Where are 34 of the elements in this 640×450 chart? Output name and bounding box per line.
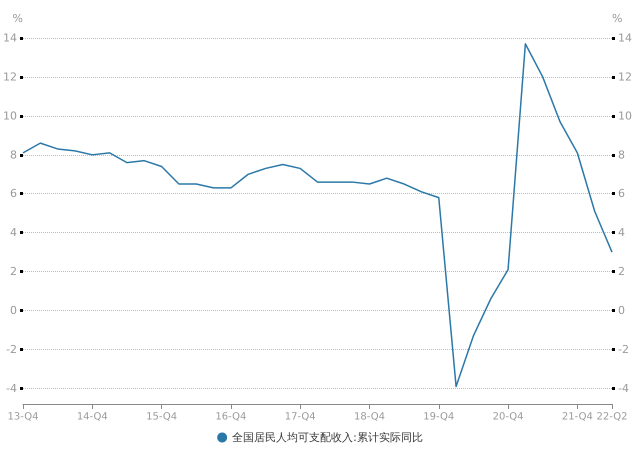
- y2-tick-label: 12: [618, 70, 632, 84]
- y2-tick-label: 2: [618, 265, 625, 278]
- y2-tick-label: 8: [618, 148, 625, 162]
- x-tick-label: 20-Q4: [492, 412, 524, 422]
- x-tick-label: 14-Q4: [76, 412, 108, 422]
- y2-tick-label: 6: [618, 187, 625, 200]
- x-tick-label: 13-Q4: [8, 412, 38, 422]
- y-tick-label: 4: [10, 226, 17, 240]
- y2-tick-label: 10: [618, 109, 632, 122]
- y-tick-label: 6: [10, 187, 17, 200]
- x-tick-label: 21-Q4: [562, 412, 593, 422]
- legend-label: 全国居民人均可支配收入:累计实际同比: [232, 431, 423, 444]
- x-tick-label: 18-Q4: [354, 412, 385, 422]
- line-series: [22, 43, 613, 388]
- x-tick-label: 15-Q4: [146, 412, 178, 422]
- x-tick-label: 17-Q4: [284, 412, 316, 422]
- y-tick-label: -2: [6, 342, 17, 356]
- y2-tick-label: 14: [618, 32, 632, 44]
- y-tick-label: 12: [2, 70, 17, 84]
- y-tick-label: 14: [2, 32, 17, 44]
- y-tick-label: 8: [10, 148, 17, 162]
- x-tick-label: 16-Q4: [215, 412, 246, 422]
- y2-tick-label: 0: [618, 304, 625, 318]
- x-tick-label: 22-Q2: [596, 412, 628, 422]
- y-tick-label: 10: [2, 109, 17, 122]
- y-tick-label: 0: [10, 304, 17, 318]
- y2-axis-title: %: [612, 12, 622, 25]
- y-tick-label: 2: [10, 265, 17, 278]
- x-tick-label: 19-Q4: [423, 412, 454, 422]
- y2-tick-label: 4: [618, 226, 625, 240]
- y-axis-title: %: [12, 12, 23, 25]
- y2-tick-label: -2: [618, 342, 629, 356]
- y2-tick-label: -4: [618, 382, 629, 395]
- y-tick-label: -4: [6, 382, 17, 395]
